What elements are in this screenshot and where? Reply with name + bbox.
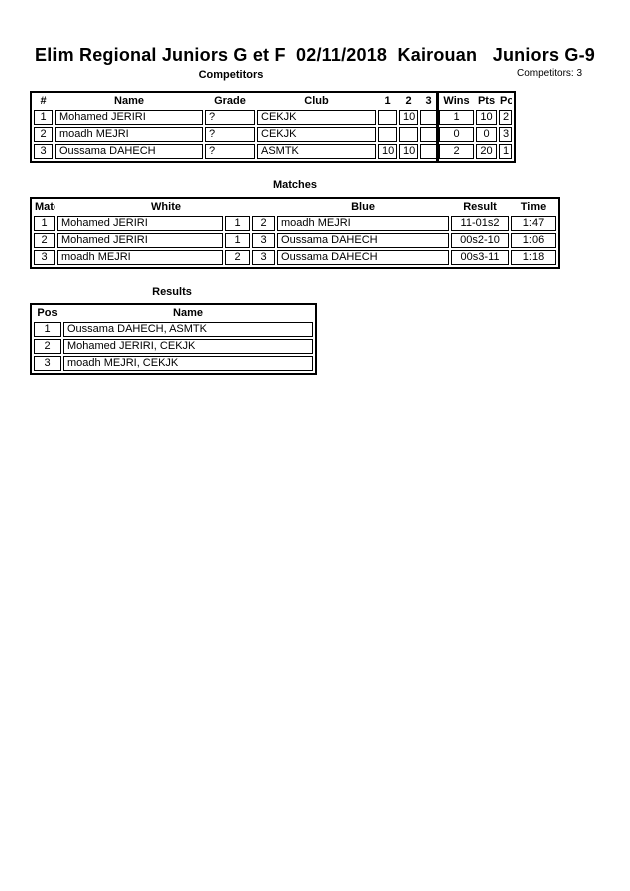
result-name: moadh MEJRI, CEKJK [63, 356, 313, 371]
competitors-caption: Competitors [198, 69, 264, 81]
competitor-r2 [399, 127, 418, 142]
competitor-row: 2 moadh MEJRI ? CEKJK 0 0 3 [34, 127, 512, 142]
col-grade: Grade [214, 95, 246, 107]
match-blue: moadh MEJRI [277, 216, 450, 231]
match-num: 1 [34, 216, 55, 231]
competitor-row: 3 Oussama DAHECH ? ASMTK 10 10 2 20 1 [34, 144, 512, 159]
competitor-grade: ? [205, 110, 255, 125]
competitor-pts: 20 [476, 144, 497, 159]
match-row: 1 Mohamed JERIRI 1 2 moadh MEJRI 11-01s2… [34, 216, 557, 231]
col-name: Name [173, 307, 203, 319]
result-pos: 1 [34, 322, 61, 337]
match-result: 00s2-10 [451, 233, 510, 248]
match-time: 1:18 [511, 250, 557, 265]
result-row: 3 moadh MEJRI, CEKJK [34, 356, 313, 371]
col-time: Time [520, 201, 547, 213]
col-num: # [40, 95, 47, 107]
competitor-row: 1 Mohamed JERIRI ? CEKJK 10 1 10 2 [34, 110, 512, 125]
match-num: 3 [34, 250, 55, 265]
matches-table-wrap: Match White Blue Result Time 1 Mohamed J… [30, 197, 561, 269]
competitor-r3 [420, 144, 437, 159]
competitor-name: Oussama DAHECH [55, 144, 203, 159]
match-blue-id: 3 [252, 233, 276, 248]
col-round1: 1 [384, 95, 391, 107]
competitor-pts: 10 [476, 110, 497, 125]
col-pos: Pos [500, 95, 512, 107]
wins-section-divider [436, 91, 439, 163]
page-title: Elim Regional Juniors G et F 02/11/2018 … [35, 45, 595, 65]
competitor-r1 [378, 127, 397, 142]
competitors-table-wrap: # Name Grade Club 1 2 3 Wins Pts Pos 1 M… [30, 91, 516, 163]
match-white: moadh MEJRI [57, 250, 223, 265]
match-white: Mohamed JERIRI [57, 216, 223, 231]
competitors-count: Competitors: 3 [517, 68, 583, 79]
col-blue: Blue [351, 201, 375, 213]
competitor-club: ASMTK [257, 144, 376, 159]
col-result: Result [463, 201, 497, 213]
competitors-header-row: # Name Grade Club 1 2 3 Wins Pts Pos [34, 95, 512, 108]
competitor-pos: 1 [499, 144, 512, 159]
competitor-num: 2 [34, 127, 53, 142]
match-row: 2 Mohamed JERIRI 1 3 Oussama DAHECH 00s2… [34, 233, 557, 248]
competitor-pos: 3 [499, 127, 512, 142]
results-table: Pos Name 1 Oussama DAHECH, ASMTK 2 Moham… [30, 303, 317, 375]
results-table-wrap: Pos Name 1 Oussama DAHECH, ASMTK 2 Moham… [30, 303, 317, 375]
match-white-id: 1 [225, 233, 250, 248]
col-round3: 3 [425, 95, 432, 107]
col-wins: Wins [443, 95, 470, 107]
match-white-id: 2 [225, 250, 250, 265]
col-name: Name [114, 95, 144, 107]
competitor-pts: 0 [476, 127, 497, 142]
col-white: White [151, 201, 181, 213]
competitor-r1: 10 [378, 144, 397, 159]
competitor-wins: 0 [439, 127, 474, 142]
results-caption: Results [152, 286, 192, 298]
competitor-grade: ? [205, 127, 255, 142]
col-match: Match [35, 201, 55, 213]
result-row: 2 Mohamed JERIRI, CEKJK [34, 339, 313, 354]
match-row: 3 moadh MEJRI 2 3 Oussama DAHECH 00s3-11… [34, 250, 557, 265]
col-pos: Pos [37, 307, 58, 319]
competitor-name: moadh MEJRI [55, 127, 203, 142]
match-blue: Oussama DAHECH [277, 233, 450, 248]
match-white-id: 1 [225, 216, 250, 231]
competitor-num: 1 [34, 110, 53, 125]
competitors-table: # Name Grade Club 1 2 3 Wins Pts Pos 1 M… [30, 91, 516, 163]
match-result: 11-01s2 [451, 216, 510, 231]
competitor-r2: 10 [399, 110, 418, 125]
match-blue-id: 3 [252, 250, 276, 265]
results-header-row: Pos Name [34, 307, 313, 320]
matches-header-row: Match White Blue Result Time [34, 201, 556, 214]
competitor-r2: 10 [399, 144, 418, 159]
competitor-r1 [378, 110, 397, 125]
competitor-pos: 2 [499, 110, 512, 125]
competitor-grade: ? [205, 144, 255, 159]
matches-caption: Matches [272, 179, 318, 191]
competitor-r3 [420, 127, 437, 142]
match-time: 1:06 [511, 233, 557, 248]
result-name: Mohamed JERIRI, CEKJK [63, 339, 313, 354]
result-pos: 2 [34, 339, 61, 354]
match-white: Mohamed JERIRI [57, 233, 223, 248]
match-blue-id: 2 [252, 216, 276, 231]
competitor-wins: 2 [439, 144, 474, 159]
competitor-r3 [420, 110, 437, 125]
competitor-club: CEKJK [257, 127, 376, 142]
col-club: Club [304, 95, 329, 107]
match-blue: Oussama DAHECH [277, 250, 450, 265]
match-time: 1:47 [511, 216, 557, 231]
match-num: 2 [34, 233, 55, 248]
col-pts: Pts [477, 95, 496, 107]
col-round2: 2 [405, 95, 412, 107]
result-row: 1 Oussama DAHECH, ASMTK [34, 322, 313, 337]
matches-table: Match White Blue Result Time 1 Mohamed J… [30, 197, 561, 269]
result-name: Oussama DAHECH, ASMTK [63, 322, 313, 337]
competitor-name: Mohamed JERIRI [55, 110, 203, 125]
match-result: 00s3-11 [451, 250, 510, 265]
competitor-club: CEKJK [257, 110, 376, 125]
competitor-wins: 1 [439, 110, 474, 125]
result-pos: 3 [34, 356, 61, 371]
competitor-num: 3 [34, 144, 53, 159]
